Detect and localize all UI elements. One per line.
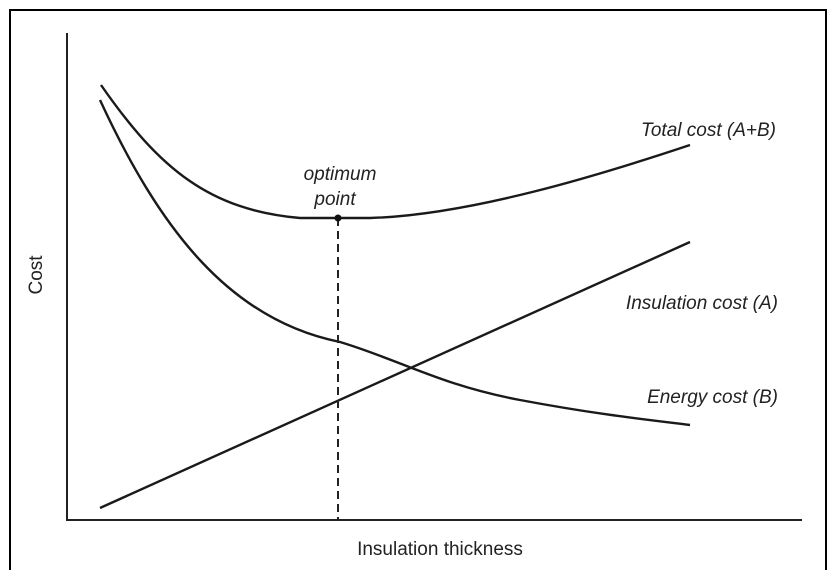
optimum-point bbox=[334, 214, 342, 222]
total-cost-label: Total cost (A+B) bbox=[641, 120, 776, 141]
insulation-cost-label: Insulation cost (A) bbox=[626, 293, 778, 314]
frame bbox=[9, 9, 827, 570]
optimum-label: point bbox=[313, 189, 356, 210]
x-axis-label: Insulation thickness bbox=[357, 539, 523, 560]
insulation-cost-line bbox=[99, 240, 691, 510]
energy-cost-curve bbox=[98, 99, 691, 427]
energy-cost-label: Energy cost (B) bbox=[647, 387, 778, 408]
total-cost-curve bbox=[100, 84, 691, 220]
optimum-label: optimum bbox=[304, 164, 377, 185]
y-axis-label: Cost bbox=[26, 255, 47, 295]
